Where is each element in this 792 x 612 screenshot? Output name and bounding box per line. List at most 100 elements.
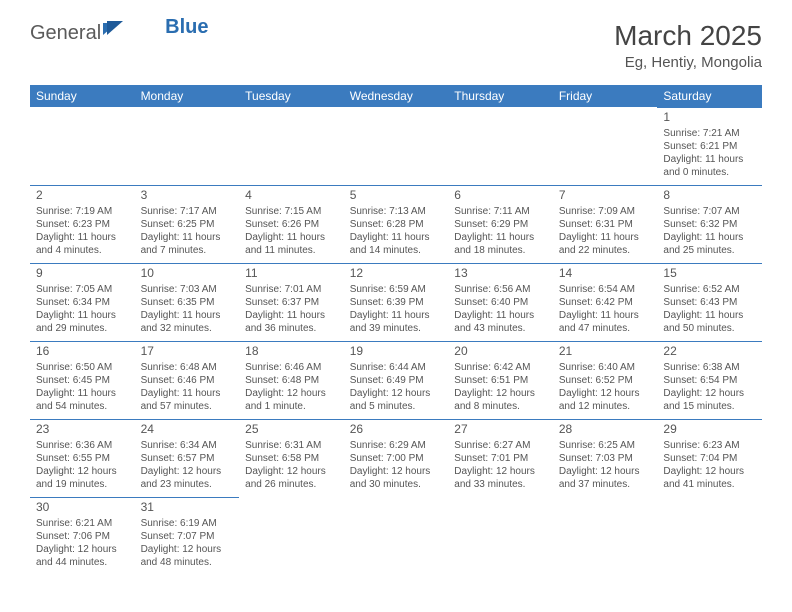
calendar-cell (657, 497, 762, 575)
sunset-text: Sunset: 6:48 PM (245, 374, 338, 387)
day-number: 1 (663, 110, 756, 126)
weekday-header-cell: Sunday (30, 85, 135, 107)
daylight-text: Daylight: 11 hours and 4 minutes. (36, 231, 129, 257)
calendar-cell: 2Sunrise: 7:19 AMSunset: 6:23 PMDaylight… (30, 185, 135, 263)
sunrise-text: Sunrise: 6:59 AM (350, 283, 443, 296)
calendar-cell: 23Sunrise: 6:36 AMSunset: 6:55 PMDayligh… (30, 419, 135, 497)
daylight-text: Daylight: 12 hours and 26 minutes. (245, 465, 338, 491)
calendar-cell (344, 107, 449, 185)
daylight-text: Daylight: 11 hours and 22 minutes. (559, 231, 652, 257)
calendar-cell (448, 497, 553, 575)
daylight-text: Daylight: 11 hours and 25 minutes. (663, 231, 756, 257)
day-number: 12 (350, 266, 443, 282)
day-number: 19 (350, 344, 443, 360)
weekday-header-cell: Saturday (657, 85, 762, 107)
sunset-text: Sunset: 7:03 PM (559, 452, 652, 465)
day-number: 6 (454, 188, 547, 204)
sunrise-text: Sunrise: 6:23 AM (663, 439, 756, 452)
calendar-cell: 21Sunrise: 6:40 AMSunset: 6:52 PMDayligh… (553, 341, 658, 419)
day-number: 16 (36, 344, 129, 360)
sunset-text: Sunset: 6:42 PM (559, 296, 652, 309)
daylight-text: Daylight: 12 hours and 1 minute. (245, 387, 338, 413)
calendar-cell: 4Sunrise: 7:15 AMSunset: 6:26 PMDaylight… (239, 185, 344, 263)
calendar-cell: 28Sunrise: 6:25 AMSunset: 7:03 PMDayligh… (553, 419, 658, 497)
day-number: 4 (245, 188, 338, 204)
sunset-text: Sunset: 6:45 PM (36, 374, 129, 387)
day-number: 31 (141, 500, 234, 516)
calendar-cell: 14Sunrise: 6:54 AMSunset: 6:42 PMDayligh… (553, 263, 658, 341)
sunrise-text: Sunrise: 6:38 AM (663, 361, 756, 374)
sunrise-text: Sunrise: 7:11 AM (454, 205, 547, 218)
calendar-cell: 3Sunrise: 7:17 AMSunset: 6:25 PMDaylight… (135, 185, 240, 263)
daylight-text: Daylight: 12 hours and 19 minutes. (36, 465, 129, 491)
daylight-text: Daylight: 12 hours and 44 minutes. (36, 543, 129, 569)
calendar-cell: 30Sunrise: 6:21 AMSunset: 7:06 PMDayligh… (30, 497, 135, 575)
calendar-cell: 22Sunrise: 6:38 AMSunset: 6:54 PMDayligh… (657, 341, 762, 419)
sunset-text: Sunset: 7:06 PM (36, 530, 129, 543)
sunrise-text: Sunrise: 6:25 AM (559, 439, 652, 452)
calendar-cell: 8Sunrise: 7:07 AMSunset: 6:32 PMDaylight… (657, 185, 762, 263)
calendar-cell (553, 107, 658, 185)
calendar-cell (553, 497, 658, 575)
day-number: 2 (36, 188, 129, 204)
day-number: 23 (36, 422, 129, 438)
daylight-text: Daylight: 12 hours and 12 minutes. (559, 387, 652, 413)
calendar-cell: 16Sunrise: 6:50 AMSunset: 6:45 PMDayligh… (30, 341, 135, 419)
sunset-text: Sunset: 6:58 PM (245, 452, 338, 465)
calendar-cell (239, 497, 344, 575)
calendar-cell (30, 107, 135, 185)
logo-flag-icon (103, 20, 125, 43)
sunrise-text: Sunrise: 6:27 AM (454, 439, 547, 452)
weekday-header-cell: Friday (553, 85, 658, 107)
calendar-cell: 6Sunrise: 7:11 AMSunset: 6:29 PMDaylight… (448, 185, 553, 263)
calendar-cell: 1Sunrise: 7:21 AMSunset: 6:21 PMDaylight… (657, 107, 762, 185)
calendar-cell: 25Sunrise: 6:31 AMSunset: 6:58 PMDayligh… (239, 419, 344, 497)
sunset-text: Sunset: 6:21 PM (663, 140, 756, 153)
calendar-cell: 12Sunrise: 6:59 AMSunset: 6:39 PMDayligh… (344, 263, 449, 341)
daylight-text: Daylight: 12 hours and 30 minutes. (350, 465, 443, 491)
day-number: 22 (663, 344, 756, 360)
sunset-text: Sunset: 6:51 PM (454, 374, 547, 387)
sunrise-text: Sunrise: 6:46 AM (245, 361, 338, 374)
calendar-cell (344, 497, 449, 575)
sunrise-text: Sunrise: 6:29 AM (350, 439, 443, 452)
calendar-cell: 19Sunrise: 6:44 AMSunset: 6:49 PMDayligh… (344, 341, 449, 419)
day-number: 24 (141, 422, 234, 438)
day-number: 15 (663, 266, 756, 282)
logo: General Blue (30, 20, 209, 47)
day-number: 25 (245, 422, 338, 438)
calendar-page: General Blue March 2025 Eg, Hentiy, Mong… (0, 0, 792, 595)
daylight-text: Daylight: 11 hours and 11 minutes. (245, 231, 338, 257)
sunrise-text: Sunrise: 6:40 AM (559, 361, 652, 374)
calendar-cell: 27Sunrise: 6:27 AMSunset: 7:01 PMDayligh… (448, 419, 553, 497)
day-number: 11 (245, 266, 338, 282)
sunset-text: Sunset: 6:55 PM (36, 452, 129, 465)
day-number: 14 (559, 266, 652, 282)
sunrise-text: Sunrise: 6:52 AM (663, 283, 756, 296)
sunset-text: Sunset: 7:04 PM (663, 452, 756, 465)
sunrise-text: Sunrise: 7:21 AM (663, 127, 756, 140)
daylight-text: Daylight: 11 hours and 18 minutes. (454, 231, 547, 257)
day-number: 20 (454, 344, 547, 360)
calendar-cell: 20Sunrise: 6:42 AMSunset: 6:51 PMDayligh… (448, 341, 553, 419)
daylight-text: Daylight: 11 hours and 29 minutes. (36, 309, 129, 335)
sunset-text: Sunset: 6:57 PM (141, 452, 234, 465)
sunset-text: Sunset: 7:07 PM (141, 530, 234, 543)
sunrise-text: Sunrise: 6:56 AM (454, 283, 547, 296)
sunset-text: Sunset: 6:35 PM (141, 296, 234, 309)
daylight-text: Daylight: 11 hours and 47 minutes. (559, 309, 652, 335)
day-number: 28 (559, 422, 652, 438)
sunrise-text: Sunrise: 7:09 AM (559, 205, 652, 218)
daylight-text: Daylight: 12 hours and 8 minutes. (454, 387, 547, 413)
calendar-cell: 7Sunrise: 7:09 AMSunset: 6:31 PMDaylight… (553, 185, 658, 263)
sunrise-text: Sunrise: 6:31 AM (245, 439, 338, 452)
daylight-text: Daylight: 11 hours and 14 minutes. (350, 231, 443, 257)
day-number: 30 (36, 500, 129, 516)
daylight-text: Daylight: 11 hours and 57 minutes. (141, 387, 234, 413)
day-number: 13 (454, 266, 547, 282)
calendar-cell (135, 107, 240, 185)
weekday-header-cell: Thursday (448, 85, 553, 107)
sunset-text: Sunset: 6:26 PM (245, 218, 338, 231)
calendar-cell: 13Sunrise: 6:56 AMSunset: 6:40 PMDayligh… (448, 263, 553, 341)
day-number: 7 (559, 188, 652, 204)
